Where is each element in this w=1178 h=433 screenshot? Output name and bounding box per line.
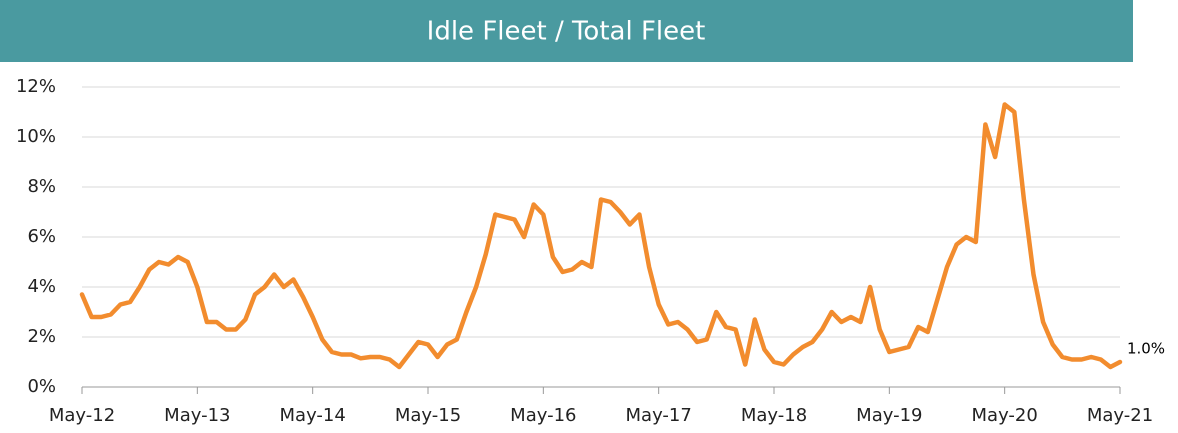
x-tick-label: May-16 [510, 405, 576, 426]
x-tick-label: May-15 [395, 405, 461, 426]
x-tick-label: May-19 [856, 405, 922, 426]
y-tick-label: 10% [16, 126, 56, 147]
data-line [79, 102, 1123, 370]
x-tick-label: May-20 [972, 405, 1038, 426]
y-tick-label: 4% [27, 276, 56, 297]
x-tick-label: May-12 [49, 405, 115, 426]
title-bar [0, 0, 1133, 62]
x-tick-label: May-17 [626, 405, 692, 426]
x-tick-label: May-14 [280, 405, 346, 426]
x-tick-label: May-18 [741, 405, 807, 426]
y-tick-label: 2% [27, 326, 56, 347]
x-tick-label: May-21 [1087, 405, 1153, 426]
y-tick-label: 0% [27, 376, 56, 397]
chart-title: Idle Fleet / Total Fleet [427, 17, 706, 47]
data-label: 1.0% [1127, 340, 1165, 358]
y-tick-label: 6% [27, 226, 56, 247]
y-tick-label: 8% [27, 176, 56, 197]
y-tick-label: 12% [16, 76, 56, 97]
x-tick-label: May-13 [164, 405, 230, 426]
